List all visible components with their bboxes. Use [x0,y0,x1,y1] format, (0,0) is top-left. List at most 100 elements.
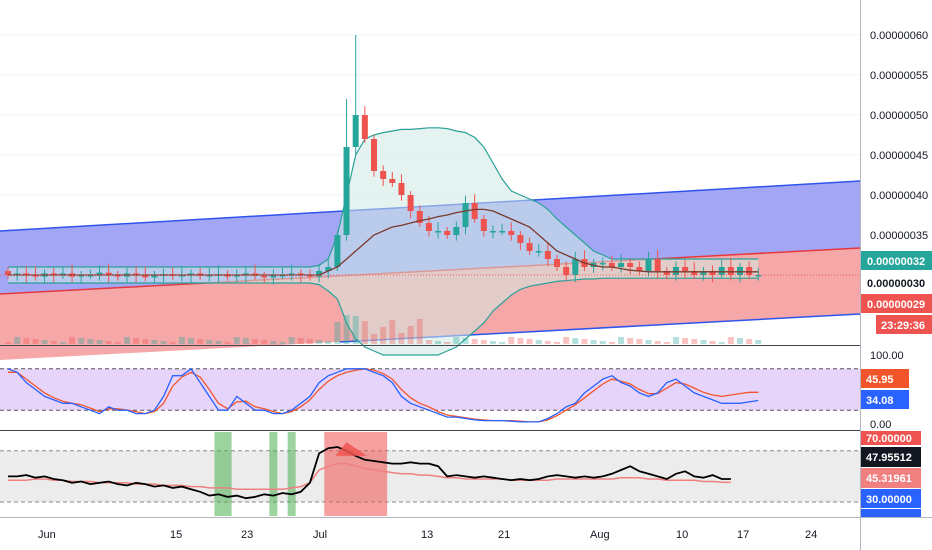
time-tick-label: 15 [170,529,182,541]
volume-bar [50,341,57,344]
candle-body [517,235,524,243]
candle-body [288,273,295,275]
volume-bar [297,338,304,344]
candle-body [554,259,560,267]
green-highlight-zone [269,432,278,516]
volume-bar [398,333,405,344]
candle-body [599,263,606,265]
rsi-badge-ma: 45.31961 [866,473,912,485]
volume-bar [462,338,469,344]
candle-body [343,147,350,235]
candle-body [151,275,158,278]
stochastic-panel[interactable] [0,367,860,423]
candle-body [416,211,423,223]
volume-bar [581,339,588,344]
volume-bar [380,327,387,344]
time-tick-label: Jun [38,529,56,541]
stoch-tick-label: 0.00 [870,419,891,431]
price-badge-bg [861,273,932,292]
volume-bar [316,340,323,344]
price-tick-label: 0.00000050 [870,110,928,122]
candle-body [352,115,359,147]
volume-bar [242,338,249,344]
volume-bar [407,326,414,344]
volume-bar [489,341,496,344]
volume-bar [133,338,140,344]
volume-bar [288,337,295,344]
volume-bar [718,342,725,344]
volume-bar [425,340,432,344]
candle-body [691,271,698,275]
rsi-badge-bg [861,431,921,445]
volume-bar [608,342,615,344]
stoch-badge-bg [861,369,909,388]
candle-body [755,275,762,277]
rsi-panel[interactable] [0,432,860,516]
volume-bar [590,340,597,344]
rsi-axis[interactable]: 70.00000 47.95512 45.31961 30.00000 [861,431,921,517]
time-tick-label: 13 [421,529,433,541]
volume-bar [306,339,313,344]
candle-body [737,267,743,275]
rsi-badge-clipped [861,509,921,517]
candle-body [563,267,570,275]
volume-bar [499,342,506,344]
green-highlight-zone [287,432,296,516]
volume-bar [160,341,167,344]
volume-bar [23,338,30,344]
time-tick-label: 21 [498,529,510,541]
price-panel[interactable] [0,34,861,360]
candle-body [206,275,213,277]
volume-bar [453,337,460,344]
volume-bar [618,337,625,344]
candle-body [87,275,94,277]
countdown-timer: 23:29:36 [881,320,925,332]
volume-bar [672,337,679,344]
stoch-badge-k: 34.08 [866,395,894,407]
volume-bar [215,341,222,344]
volume-bar [178,337,185,344]
rsi-badge-bg [861,468,921,488]
price-axis[interactable]: 0.00000060 0.00000055 0.00000050 0.00000… [861,30,932,334]
countdown-badge-bg [876,315,932,334]
volume-bar [599,341,606,344]
time-tick-label: 10 [676,529,688,541]
time-axis[interactable]: Jun 15 23 Jul 13 21 Aug 10 17 24 [38,529,817,541]
volume-bar [700,340,707,344]
volume-bar [343,315,350,344]
volume-bar [691,339,698,344]
candle-body [471,203,478,219]
candle-body [306,275,313,277]
volume-bar [69,337,76,344]
rsi-badge-upper: 70.00000 [866,433,912,445]
volume-bar [645,340,652,344]
time-tick-label: 17 [737,529,749,541]
volume-bar [535,340,542,344]
bollinger-bands [8,127,759,356]
candle-body [361,115,368,139]
candle-body [389,179,396,183]
green-highlight-zone [214,432,232,516]
price-tick-label: 0.00000035 [870,230,928,242]
price-badge-current: 0.00000032 [867,256,925,268]
candle-body [270,275,277,278]
candle-body [5,271,11,275]
stoch-d-line [8,368,759,423]
volume-bar [416,319,423,344]
volume-bar [252,339,259,344]
volume-bar [105,341,112,344]
red-highlight-zone [324,432,388,516]
price-tick-label: 0.00000060 [870,30,928,42]
volume-bar [334,322,341,344]
candle-body [462,203,469,227]
volume-bar [480,340,487,344]
volume-bar [709,341,716,344]
stoch-band [0,368,860,411]
candle-body [380,171,387,179]
stochastic-axis[interactable]: 100.00 0.00 45.95 34.08 [861,350,909,431]
volume-bar [123,337,130,344]
candle-body [627,263,634,267]
candle-body [700,271,707,275]
volume-bar [224,342,231,344]
